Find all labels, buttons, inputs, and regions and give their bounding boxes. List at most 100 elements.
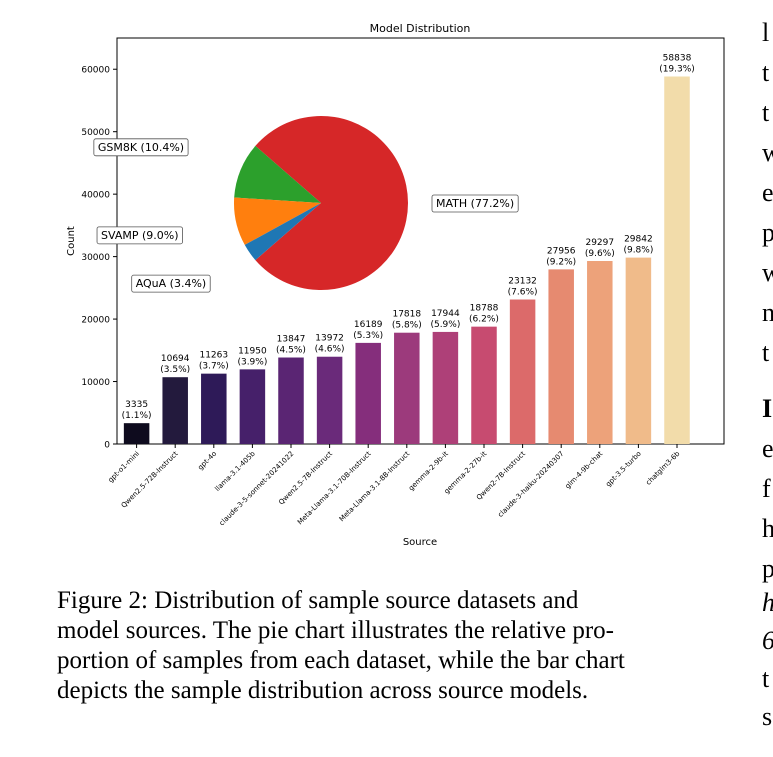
bar — [355, 342, 381, 444]
side-char: t — [762, 664, 770, 693]
bar — [394, 332, 420, 444]
bar-value-label: 29297 — [585, 238, 614, 248]
pie-label: SVAMP (9.0%) — [96, 226, 183, 245]
pie-label-text: MATH (77.2%) — [436, 197, 514, 210]
side-char: t — [762, 98, 770, 127]
x-tick-label: claude-3-5-sonnet-20241022 — [218, 450, 296, 528]
bar-percent-label: (6.2%) — [469, 315, 499, 325]
x-tick-label: Meta-Llama-3.1-70B-Instruct — [296, 450, 373, 527]
dataset-pie-chart: MATH (77.2%) GSM8K (10.4%) SVAMP (9.0%) AQu… — [93, 115, 519, 293]
y-tick-label: 50000 — [81, 128, 110, 138]
bar — [123, 423, 150, 444]
side-char: e — [762, 178, 773, 207]
side-char: 6 — [762, 626, 773, 656]
bar — [162, 377, 188, 444]
side-char: p — [762, 218, 773, 247]
bar-value-label: 18788 — [470, 304, 499, 314]
bar-value-label: 29842 — [624, 235, 653, 245]
side-char: w — [762, 258, 773, 287]
bar-value-label: 11950 — [238, 346, 267, 356]
y-tick-label: 10000 — [81, 378, 110, 388]
bar-value-label: 58838 — [663, 53, 692, 63]
x-tick-label: gpt-4o — [196, 450, 218, 472]
side-char: t — [762, 338, 770, 367]
caption-line: model sources. The pie chart illustrates… — [57, 617, 614, 644]
side-char: h — [762, 588, 773, 618]
pie-label-box — [93, 138, 189, 157]
x-tick-label: gpt-3.5-turbo — [604, 450, 643, 489]
side-char: t — [762, 58, 770, 87]
bar-percent-label: (19.3%) — [659, 64, 695, 74]
y-tick-label: 40000 — [81, 191, 110, 201]
bar — [278, 357, 304, 444]
side-char: I — [762, 394, 773, 423]
pie-label-text: GSM8K (10.4%) — [98, 141, 184, 154]
y-tick-label: 30000 — [81, 253, 110, 263]
chart-title: Model Distribution — [370, 22, 471, 35]
bar-value-label: 10694 — [161, 354, 190, 364]
x-tick-label: gemma-2-9b-it — [407, 450, 450, 493]
side-char: p — [762, 554, 773, 583]
pie-slice — [244, 203, 321, 261]
bar-percent-label: (9.2%) — [546, 257, 576, 267]
bar — [587, 261, 613, 444]
bar — [664, 76, 690, 444]
bar-value-label: 16189 — [354, 320, 383, 330]
x-tick-label: llama-3.1-405b — [213, 449, 257, 493]
side-char: e — [762, 434, 773, 463]
side-char: l — [762, 18, 770, 47]
model-distribution-chart: Model Distribution 0 10000 20000 30000 40000… — [66, 22, 725, 548]
bar-percent-label: (5.3%) — [353, 331, 383, 341]
bar-value-label: 23132 — [508, 277, 537, 287]
bar — [201, 373, 227, 444]
bar — [471, 326, 497, 444]
bar-percent-label: (5.9%) — [430, 320, 460, 330]
bar-value-label: 17818 — [392, 310, 421, 320]
caption-line: portion of samples from each dataset, wh… — [57, 647, 625, 674]
bar-percent-label: (3.5%) — [160, 365, 190, 375]
bar — [239, 369, 266, 444]
bar — [432, 331, 459, 444]
bar — [316, 356, 343, 444]
side-char: s — [762, 702, 773, 731]
x-tick-label: glm-4-9b-chat — [564, 450, 605, 491]
side-char: n — [762, 298, 773, 327]
x-tick-label: Meta-Llama-3.1-8B-Instruct — [338, 450, 412, 524]
bar-value-label: 17944 — [431, 309, 460, 319]
pie-label-box — [431, 194, 519, 213]
pie-label-box — [131, 274, 211, 293]
pie-label: GSM8K (10.4%) — [93, 138, 189, 157]
bar-value-label: 11263 — [199, 351, 228, 361]
bar-value-label: 3335 — [125, 400, 148, 410]
y-tick-label: 0 — [104, 441, 110, 451]
x-tick-label: chatglm3-6b — [644, 449, 681, 486]
x-axis-label: Source — [403, 537, 437, 548]
bar-value-label: 13847 — [277, 335, 306, 345]
pie-slice — [255, 115, 408, 290]
figure-caption: Figure 2: Distribution of sample source … — [57, 586, 717, 706]
pie-label-box — [96, 226, 183, 245]
side-char: w — [762, 138, 773, 167]
bar-percent-label: (7.6%) — [508, 288, 538, 298]
bar — [625, 257, 652, 444]
caption-line: Figure 2: Distribution of sample source … — [57, 587, 579, 614]
bar — [548, 269, 574, 444]
side-char: h — [762, 514, 773, 543]
bar-value-label: 13972 — [315, 334, 344, 344]
bar-percent-label: (9.8%) — [623, 246, 653, 256]
bar-percent-label: (4.6%) — [315, 345, 345, 355]
pie-label-text: SVAMP (9.0%) — [101, 229, 178, 242]
y-tick-label: 60000 — [81, 66, 110, 76]
bar-percent-label: (4.5%) — [276, 346, 306, 356]
pie-slice — [234, 197, 321, 245]
caption-line: depicts the sample distribution across s… — [57, 677, 589, 704]
pie-label: MATH (77.2%) — [431, 194, 519, 213]
y-tick-label: 20000 — [81, 316, 110, 326]
side-char: f — [762, 474, 771, 503]
bar-percent-label: (3.9%) — [237, 357, 267, 367]
bar-series: 3335(1.1%) 10694(3.5%) 11263(3.7%) 11950(3.… — [122, 53, 695, 444]
y-axis-label: Count — [66, 226, 77, 256]
bar-percent-label: (5.8%) — [392, 321, 422, 331]
y-axis: 0 10000 20000 30000 40000 50000 60000 — [81, 66, 117, 451]
